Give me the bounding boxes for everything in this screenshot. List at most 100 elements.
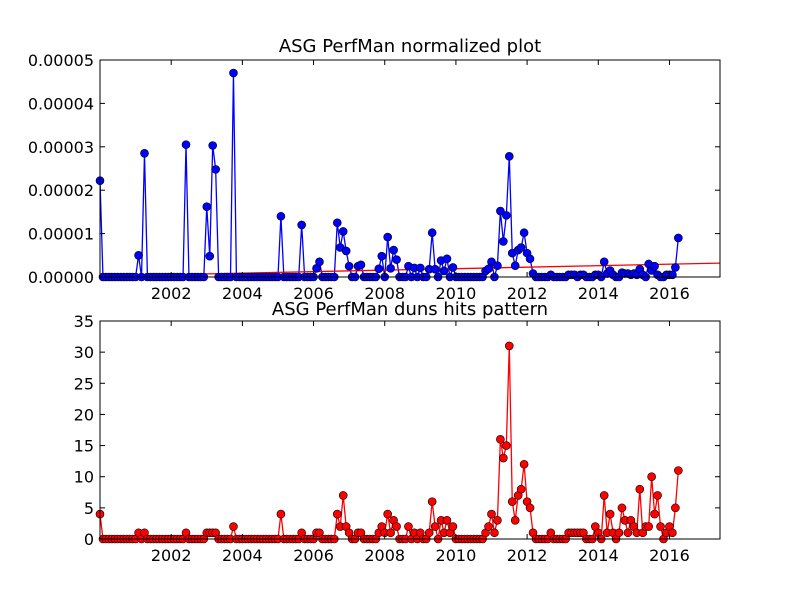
x-tick-label: 2012 [507, 546, 548, 565]
data-point [377, 251, 387, 261]
data-point [332, 509, 342, 519]
data-point [297, 220, 306, 230]
data-point [181, 140, 191, 149]
data-point [424, 528, 434, 538]
chart-title: ASG PerfMan normalized plot [279, 36, 541, 57]
data-point [332, 218, 342, 228]
data-point [671, 263, 680, 272]
data-point [499, 237, 508, 246]
x-axis: 2002 2004 2006 2008 2010 2012 2014 2016 [151, 321, 690, 565]
data-point [356, 260, 366, 270]
data-point [502, 211, 511, 220]
data-point [599, 491, 609, 500]
data-point [653, 491, 662, 500]
x-tick-label: 2002 [151, 284, 192, 303]
y-tick-label: 0 [84, 530, 94, 549]
data-point [229, 68, 238, 78]
data-point [427, 228, 437, 238]
data-point [276, 509, 286, 519]
x-tick-label: 2008 [364, 546, 405, 565]
y-axis: 0.00000 0.00001 0.00002 0.00003 0.00004 0.000… [28, 51, 720, 287]
x-tick-label: 2002 [151, 546, 192, 565]
y-tick-label: 15 [74, 437, 94, 456]
data-point [617, 503, 627, 513]
data-point [383, 509, 392, 519]
data-point [430, 522, 440, 531]
x-tick-label: 2004 [222, 284, 263, 303]
x-tick-label: 2010 [436, 284, 477, 303]
y-tick-label: 5 [84, 499, 94, 518]
data-point [499, 453, 508, 463]
x-tick-label: 2010 [436, 546, 477, 565]
data-point [599, 257, 609, 267]
data-point [448, 522, 458, 531]
data-point [650, 261, 659, 271]
data-point [504, 152, 514, 161]
plot-area [95, 68, 720, 282]
data-point [525, 254, 535, 264]
y-tick-label: 0.00005 [28, 51, 94, 70]
y-tick-label: 0.00000 [28, 268, 94, 287]
x-tick-label: 2004 [222, 546, 263, 565]
data-point [674, 466, 683, 475]
data-point [502, 441, 511, 450]
x-axis: 2002 2004 2006 2008 2010 2012 2014 2016 [151, 60, 690, 303]
data-point [276, 211, 286, 221]
axes-frame [99, 59, 721, 278]
data-point [496, 206, 505, 216]
data-point [635, 484, 645, 494]
x-tick-label: 2012 [507, 284, 548, 303]
data-point [404, 522, 413, 531]
data-point [650, 509, 659, 519]
data-point [519, 459, 529, 469]
data-point [647, 472, 656, 482]
y-tick-label: 0.00004 [28, 94, 94, 113]
data-point [656, 522, 665, 531]
data-point [315, 257, 324, 267]
x-tick-label: 2006 [293, 284, 334, 303]
data-point [516, 484, 526, 494]
normalized-plot-chart: ASG PerfMan normalized plot 2002 2004 2006… [28, 36, 721, 303]
x-tick-label: 2008 [364, 284, 405, 303]
data-point [134, 251, 143, 260]
y-tick-label: 10 [74, 468, 94, 487]
data-point [448, 263, 458, 272]
data-point [140, 149, 149, 158]
series-line [100, 345, 679, 539]
data-point [442, 254, 452, 264]
data-point [525, 503, 535, 513]
data-point [338, 227, 348, 236]
axes-frame [99, 320, 721, 540]
data-point [442, 516, 452, 525]
data-point [614, 528, 624, 538]
data-point [386, 264, 395, 273]
data-point [493, 261, 502, 271]
data-point [439, 266, 449, 276]
y-axis: 0 5 10 15 20 25 30 35 [74, 312, 720, 549]
plot-area [95, 341, 683, 544]
data-point [504, 341, 514, 351]
data-point [430, 264, 440, 274]
chart-title: ASG PerfMan duns hits pattern [272, 299, 548, 320]
data-point [487, 509, 496, 519]
x-tick-label: 2014 [578, 546, 619, 565]
x-tick-label: 2016 [649, 546, 690, 565]
data-point [427, 497, 437, 506]
data-point [338, 491, 348, 500]
data-point [490, 528, 499, 538]
data-point [229, 522, 238, 531]
y-tick-label: 0.00003 [28, 138, 94, 157]
data-point [208, 141, 217, 150]
x-tick-label: 2016 [649, 284, 690, 303]
duns-hits-chart: ASG PerfMan duns hits pattern 2002 2004 20… [74, 299, 721, 565]
y-tick-label: 20 [74, 405, 94, 424]
data-point [383, 232, 392, 242]
y-tick-label: 25 [74, 374, 94, 393]
x-tick-label: 2006 [293, 546, 334, 565]
data-point [496, 435, 505, 444]
y-tick-label: 0.00002 [28, 181, 94, 200]
data-point [392, 255, 401, 264]
data-point [389, 245, 398, 255]
y-tick-label: 30 [74, 343, 94, 362]
data-point [668, 528, 677, 538]
